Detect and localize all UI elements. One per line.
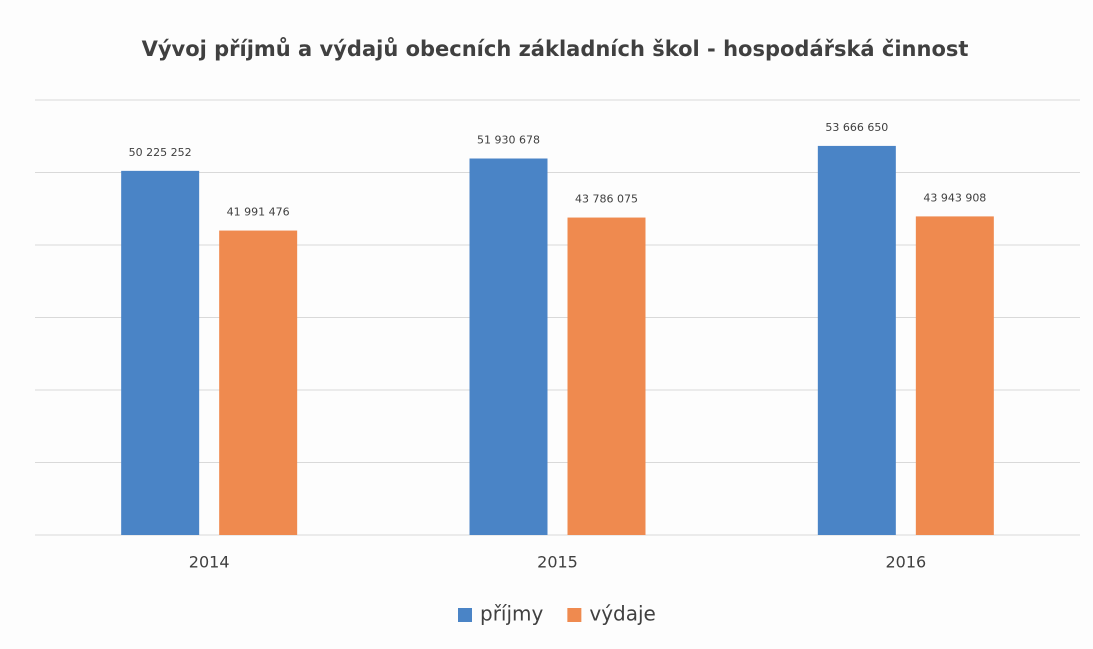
legend-swatch [567, 608, 582, 622]
bar [219, 230, 298, 535]
value-label: 41 991 476 [227, 206, 290, 219]
x-tick-label: 2016 [885, 553, 926, 572]
x-tick-label: 2015 [537, 553, 578, 572]
x-tick-label: 2014 [189, 553, 230, 572]
bar [121, 170, 200, 535]
value-label: 43 786 075 [575, 193, 638, 206]
bar [915, 216, 994, 535]
bar [567, 217, 646, 535]
legend-label: výdaje [589, 602, 655, 626]
bar [817, 145, 896, 535]
chart-title: Vývoj příjmů a výdajů obecních základníc… [142, 37, 969, 61]
legend-label: příjmy [480, 602, 544, 626]
legend-swatch [458, 608, 472, 622]
bar [469, 158, 548, 536]
value-label: 53 666 650 [825, 121, 888, 134]
value-label: 43 943 908 [923, 191, 986, 204]
value-label: 51 930 678 [477, 134, 540, 147]
value-label: 50 225 252 [129, 146, 192, 159]
